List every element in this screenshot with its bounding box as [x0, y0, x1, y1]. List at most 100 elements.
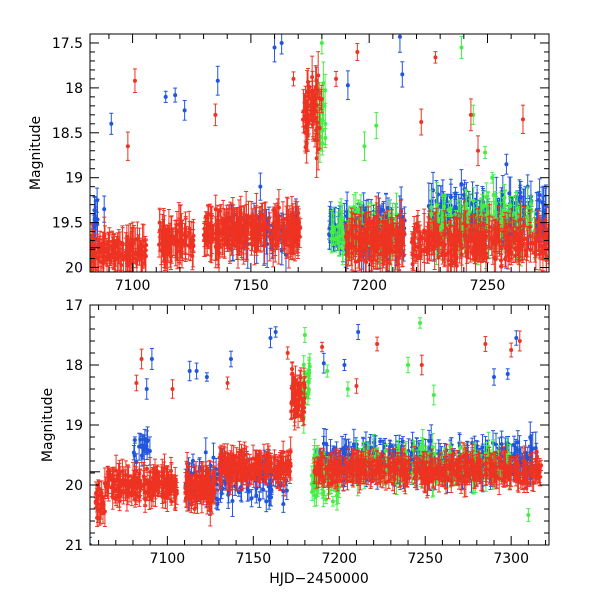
blue-outlier-point — [109, 112, 114, 135]
bottom-y-axis-title: Magnitude — [40, 388, 56, 462]
red-point — [489, 220, 494, 256]
red-point — [351, 233, 356, 260]
red-point — [216, 210, 221, 249]
green-point — [340, 219, 345, 266]
red-point — [112, 243, 117, 272]
green-outlier-point — [362, 131, 367, 162]
blue-outlier-point — [228, 350, 233, 368]
x-tick-label: 7100 — [150, 551, 186, 567]
red-point — [126, 242, 131, 267]
red-point — [115, 247, 120, 258]
red-point — [462, 199, 467, 248]
blue-outlier-point — [187, 360, 192, 382]
red-point — [459, 233, 464, 256]
bottom-panel-ticks: 7100 7150 7200 7250 7300 17 18 19 20 21 — [65, 298, 549, 567]
red-point — [191, 222, 196, 268]
red-outlier-point — [375, 336, 380, 352]
bottom-panel-points — [90, 317, 544, 545]
red-outlier-point — [285, 346, 290, 360]
red-point — [481, 243, 486, 260]
red-point — [522, 218, 527, 261]
y-tick-label: 20 — [65, 478, 83, 494]
green-point — [446, 203, 451, 217]
green-point — [484, 182, 489, 212]
green-point — [335, 231, 340, 244]
red-point — [361, 224, 366, 252]
red-outlier-point — [334, 70, 339, 87]
red-point — [506, 241, 511, 254]
red-point — [354, 218, 359, 256]
red-point — [110, 231, 115, 252]
red-point — [173, 223, 178, 267]
blue-outlier-point — [144, 378, 149, 400]
blue-outlier-point — [514, 330, 519, 346]
red-point — [140, 243, 145, 272]
red-outlier-point — [419, 354, 424, 376]
blue-outlier-point — [491, 368, 496, 386]
red-point — [305, 70, 310, 114]
red-point — [262, 202, 267, 232]
blue-outlier-point — [182, 99, 187, 121]
blue-point — [537, 178, 542, 212]
red-point — [358, 236, 363, 262]
red-point — [445, 233, 450, 272]
red-point — [294, 218, 299, 247]
red-point — [438, 232, 443, 243]
red-point — [398, 200, 403, 243]
y-tick-label: 19 — [65, 171, 83, 187]
red-outlier-point — [213, 103, 218, 127]
y-tick-label: 21 — [65, 538, 83, 554]
red-point — [344, 230, 349, 272]
blue-outlier-point — [273, 326, 278, 338]
blue-outlier-point — [194, 362, 199, 380]
red-point — [395, 222, 400, 238]
red-point — [179, 235, 184, 254]
red-point — [266, 217, 271, 238]
red-outlier-point — [520, 104, 525, 134]
red-point — [389, 209, 394, 250]
red-outlier-point — [354, 378, 359, 394]
green-outlier-point — [418, 317, 423, 329]
red-point — [419, 245, 424, 256]
red-point — [464, 229, 469, 272]
x-tick-label: 7150 — [235, 551, 271, 567]
x-axis-title: HJD−2450000 — [269, 571, 369, 587]
red-outlier-point — [225, 376, 230, 390]
red-point — [503, 251, 508, 267]
red-point — [486, 215, 491, 249]
blue-outlier-point — [397, 34, 402, 53]
y-tick-label: 18 — [65, 81, 83, 97]
red-outlier-point — [433, 51, 438, 64]
red-outlier-point — [509, 342, 514, 358]
red-point — [261, 218, 266, 252]
red-point — [517, 228, 522, 272]
red-point — [410, 233, 415, 244]
x-tick-label: 7150 — [233, 278, 269, 294]
blue-outlier-point — [258, 172, 263, 201]
red-point — [134, 238, 139, 272]
red-point — [475, 227, 480, 257]
red-point — [371, 223, 376, 270]
green-outlier-point — [345, 381, 350, 397]
red-point — [511, 219, 516, 244]
green-outlier-point — [374, 112, 379, 140]
blue-point — [132, 436, 137, 444]
red-point — [234, 233, 239, 261]
red-point — [370, 244, 375, 268]
red-point — [106, 232, 111, 261]
red-point — [424, 229, 429, 250]
red-point — [484, 251, 489, 264]
x-tick-label: 7250 — [470, 278, 506, 294]
red-point — [202, 221, 207, 237]
red-point — [509, 208, 514, 249]
red-point — [315, 110, 320, 135]
blue-point — [281, 495, 286, 513]
top-y-axis-title: Magnitude — [28, 116, 44, 190]
blue-outlier-point — [95, 187, 100, 213]
red-point — [540, 235, 545, 272]
red-point — [157, 231, 162, 258]
blue-outlier-point — [504, 153, 509, 175]
red-point — [275, 239, 280, 251]
red-point — [497, 231, 502, 253]
